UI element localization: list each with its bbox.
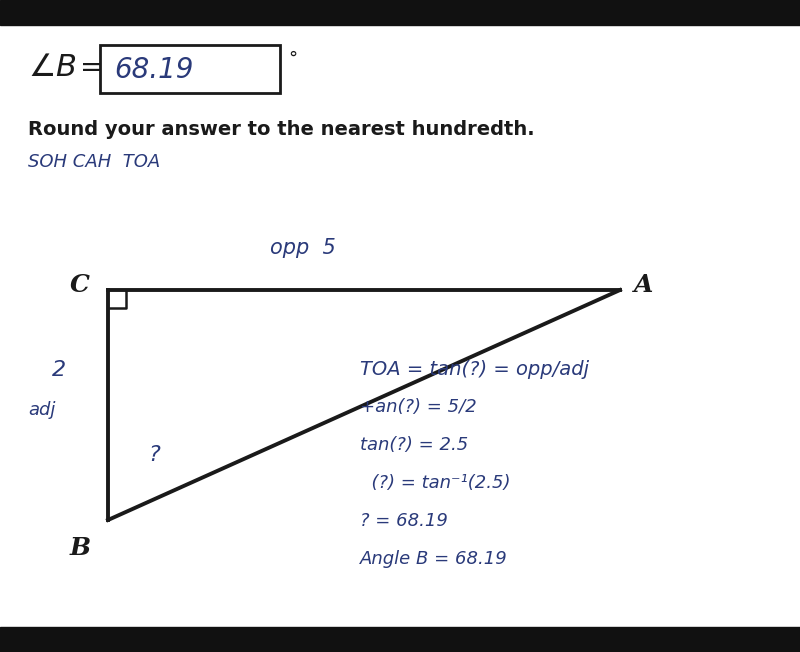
Text: tan(?) = 2.5: tan(?) = 2.5 [360,436,468,454]
Text: °: ° [288,50,297,68]
Text: SOH CAH  TOA: SOH CAH TOA [28,153,160,171]
Bar [100,45,280,93]
Text: $\angle B$: $\angle B$ [28,53,77,83]
Bar [0,627,800,652]
Text: opp  5: opp 5 [270,238,336,258]
Bar [0,0,800,25]
Text: B: B [70,536,91,560]
Text: adj: adj [28,401,55,419]
Text: 68.19: 68.19 [114,56,194,84]
Text: A: A [634,273,654,297]
Text: C: C [70,273,90,297]
Text: ? = 68.19: ? = 68.19 [360,512,448,530]
Text: =: = [80,54,103,82]
Text: (?) = tan⁻¹(2.5): (?) = tan⁻¹(2.5) [360,474,510,492]
Text: TOA = tan(?) = opp/adj: TOA = tan(?) = opp/adj [360,360,589,379]
Text: ?: ? [148,445,160,465]
Text: 2: 2 [52,360,66,380]
Text: +an(?) = 5/2: +an(?) = 5/2 [360,398,477,416]
Text: Angle B = 68.19: Angle B = 68.19 [360,550,508,568]
Text: Round your answer to the nearest hundredth.: Round your answer to the nearest hundred… [28,120,534,139]
